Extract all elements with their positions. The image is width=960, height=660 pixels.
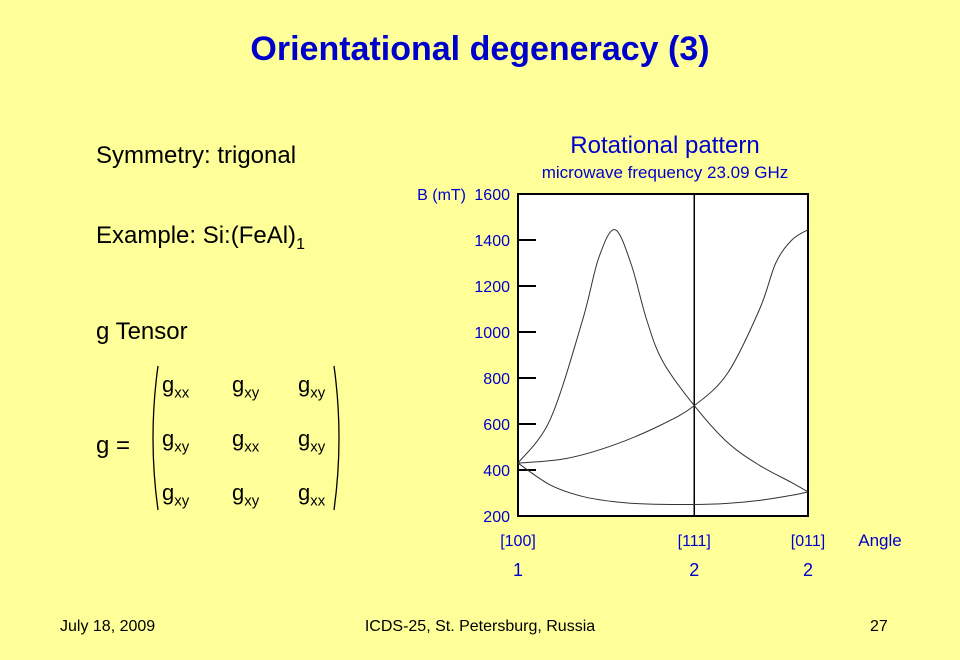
- footer-conference: ICDS-25, St. Petersburg, Russia: [364, 618, 596, 635]
- y-axis-label: B (mT): [417, 187, 466, 204]
- x-axis-label: Angle: [858, 531, 901, 550]
- matrix-cell: gxy: [162, 426, 190, 456]
- matrix-cell: gxy: [162, 480, 190, 510]
- symmetry-text: Symmetry: trigonal: [96, 142, 297, 169]
- example-text: Example: Si:(FeAl)1: [96, 222, 305, 254]
- matrix-cell: gxy: [232, 372, 260, 402]
- series-line-1: [517, 229, 809, 493]
- series-line-2: [517, 229, 809, 464]
- x-tick-multiplicity: 1: [513, 560, 523, 580]
- matrix-cell: gxx: [162, 372, 190, 402]
- x-tick-multiplicity: 2: [803, 560, 813, 580]
- x-tick-label: [111]: [678, 533, 711, 550]
- matrix-cell: gxy: [298, 426, 326, 456]
- matrix-cell: gxy: [298, 372, 326, 402]
- x-tick-multiplicity: 2: [689, 560, 699, 580]
- series-line-3: [517, 462, 809, 506]
- footer-page-number: 27: [870, 618, 888, 635]
- example-subscript: 1: [296, 235, 305, 253]
- y-tick-label: 600: [483, 417, 510, 434]
- y-tick-label: 1600: [474, 187, 510, 204]
- y-tick-label: 800: [483, 371, 510, 388]
- y-tick-label: 200: [483, 509, 510, 526]
- matrix-cell: gxx: [232, 426, 260, 456]
- x-tick-label: [100]: [500, 533, 536, 550]
- matrix-cell: gxx: [298, 480, 326, 510]
- y-tick-label: 1400: [474, 233, 510, 250]
- matrix-cell: gxy: [232, 480, 260, 510]
- y-tick-label: 1200: [474, 279, 510, 296]
- footer-date: July 18, 2009: [60, 618, 156, 635]
- plot-area: [517, 193, 809, 517]
- y-tick-label: 400: [483, 463, 510, 480]
- x-tick-label: [011]: [791, 533, 825, 550]
- g-tensor-label: g Tensor: [96, 318, 188, 345]
- g-matrix: gxx gxy gxy gxy gxx gxy gxy gxy gxx: [148, 364, 344, 512]
- example-label: Example: Si:(FeAl): [96, 222, 297, 249]
- y-tick-label: 1000: [474, 325, 510, 342]
- chart-title: Rotational pattern: [570, 132, 760, 159]
- slide-title: Orientational degeneracy (3): [250, 30, 710, 68]
- chart-subtitle: microwave frequency 23.09 GHz: [541, 163, 789, 182]
- g-equals-label: g =: [96, 432, 131, 459]
- matrix-brackets: [152, 365, 340, 511]
